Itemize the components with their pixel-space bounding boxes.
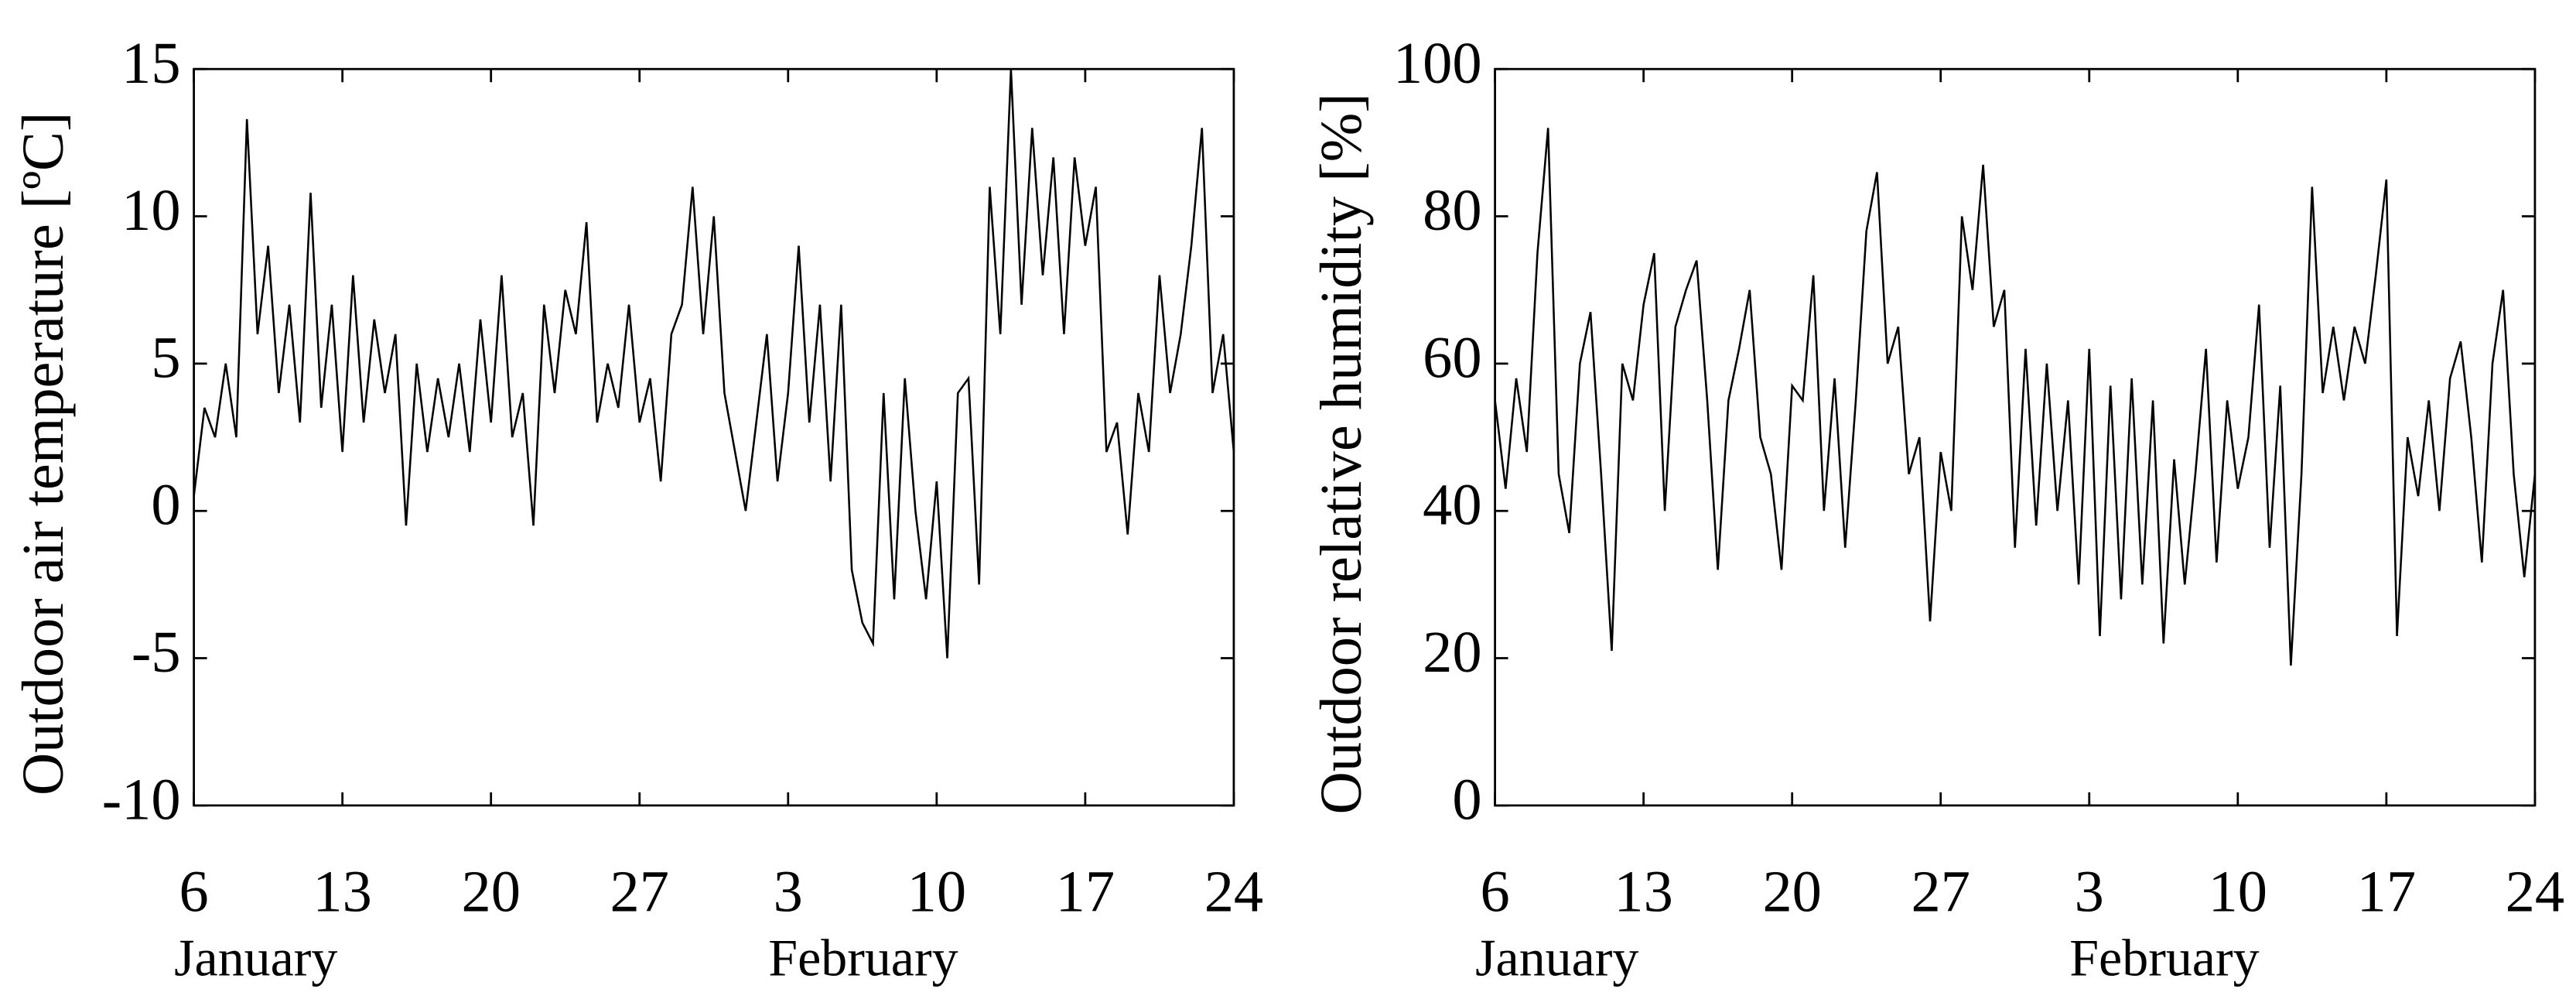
y-tick-label: 80 xyxy=(1423,177,1481,243)
y-tick-label: -10 xyxy=(102,766,181,832)
y-tick-label: 0 xyxy=(1452,766,1481,832)
y-tick-label: 10 xyxy=(121,177,180,243)
x-tick-label: 24 xyxy=(2506,858,2564,924)
x-tick-label: 13 xyxy=(1614,858,1672,924)
y-tick-label: 40 xyxy=(1423,472,1481,538)
plot-frame xyxy=(1494,67,2537,807)
x-tick-label: 17 xyxy=(1056,858,1115,924)
x-tick-label: 20 xyxy=(1762,858,1821,924)
month-label: February xyxy=(2069,928,2259,987)
x-tick-label: 3 xyxy=(774,858,803,924)
data-line xyxy=(1494,128,2537,666)
y-axis-label: Outdoor relative humidity [%] xyxy=(1308,93,1374,814)
x-tick-label: 20 xyxy=(461,858,520,924)
x-tick-label: 17 xyxy=(2357,858,2416,924)
y-tick-label: 100 xyxy=(1393,30,1482,96)
x-tick-label: 27 xyxy=(1912,858,1970,924)
x-tick-label: 10 xyxy=(907,858,966,924)
y-tick-label: 5 xyxy=(151,324,180,390)
x-tick-label: 24 xyxy=(1204,858,1263,924)
x-tick-label: 13 xyxy=(313,858,371,924)
plot-frame xyxy=(193,67,1235,807)
y-tick-label: 0 xyxy=(151,472,180,538)
x-tick-label: 6 xyxy=(1480,858,1509,924)
x-tick-label: 3 xyxy=(2075,858,2104,924)
month-label: January xyxy=(1475,928,1638,987)
y-tick-label: 60 xyxy=(1423,324,1481,390)
y-tick-label: -5 xyxy=(132,619,181,685)
y-axis-label: Outdoor air temperature [ºC] xyxy=(10,111,76,796)
month-label: February xyxy=(768,928,958,987)
y-tick-label: 20 xyxy=(1423,619,1481,685)
y-tick-label: 15 xyxy=(121,30,180,96)
data-line xyxy=(193,69,1235,659)
month-label: January xyxy=(174,928,337,987)
x-tick-label: 27 xyxy=(610,858,669,924)
x-tick-label: 6 xyxy=(179,858,208,924)
x-tick-label: 10 xyxy=(2209,858,2267,924)
